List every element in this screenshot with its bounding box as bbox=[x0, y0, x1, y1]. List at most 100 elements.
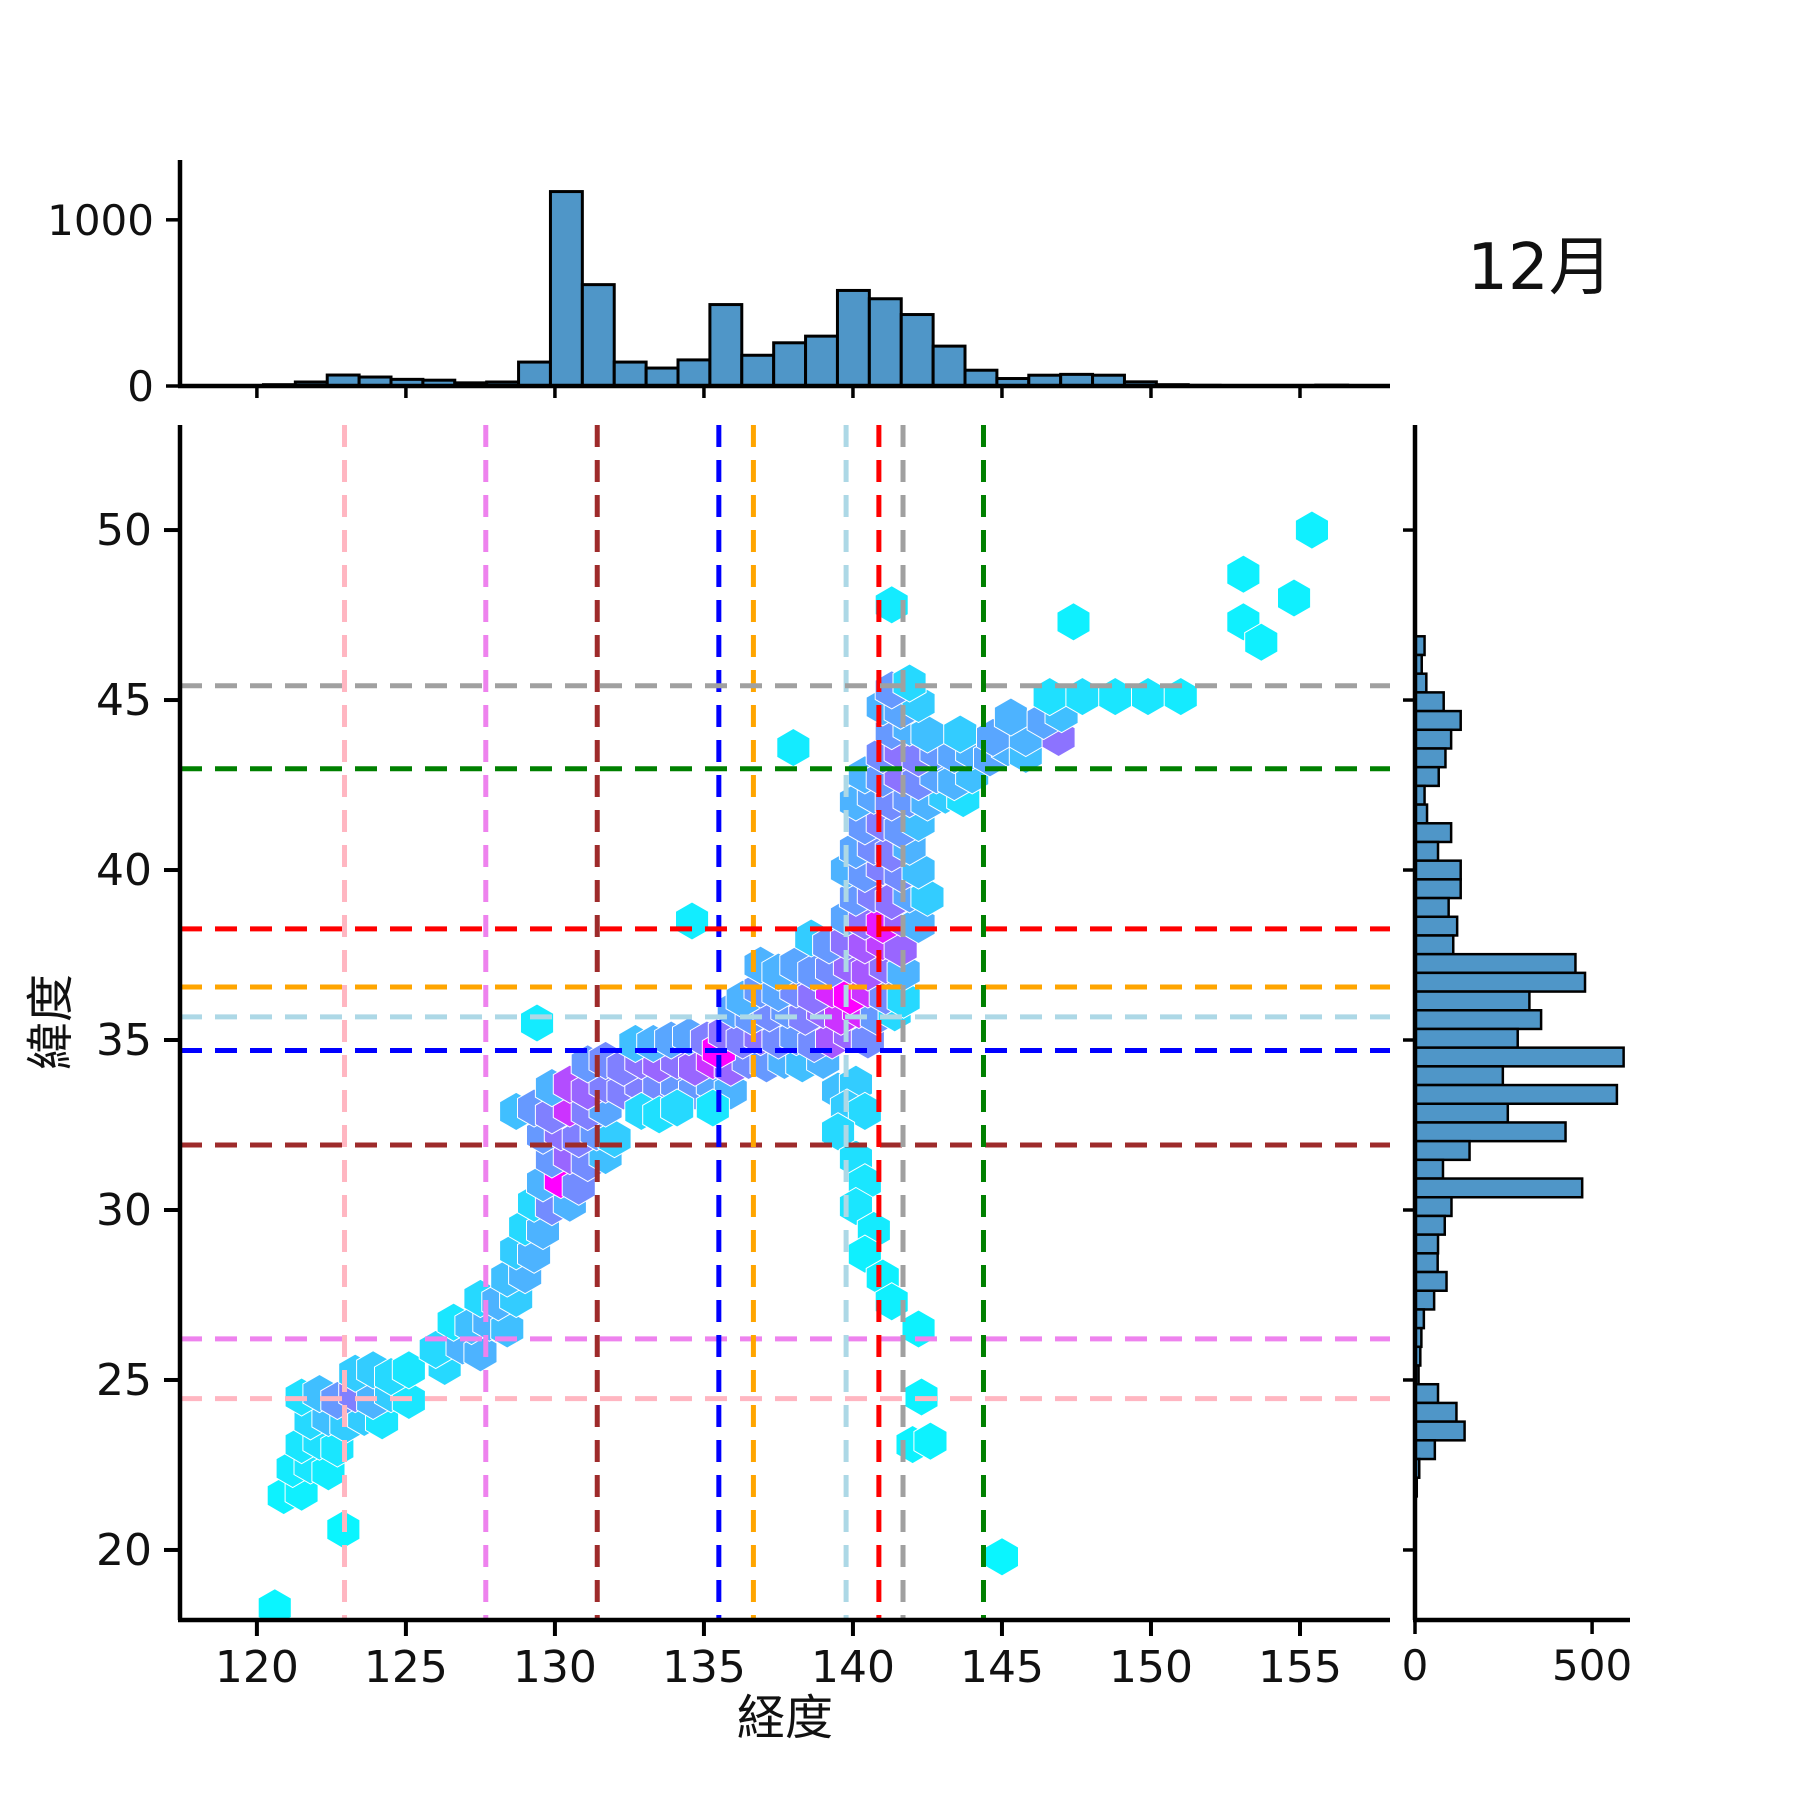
top-hist-bar bbox=[835, 288, 871, 388]
right-hist-bar bbox=[1413, 915, 1459, 937]
hexbin-cell bbox=[1277, 578, 1312, 618]
hexbin-cell bbox=[1244, 622, 1279, 662]
top-hist-bar bbox=[772, 341, 808, 388]
hexbin-cell bbox=[913, 1421, 948, 1461]
hexbin-cell bbox=[1056, 602, 1091, 642]
top-hist-bar bbox=[931, 344, 967, 388]
right-hist-bar bbox=[1413, 1233, 1440, 1255]
right-hist-bar bbox=[1413, 859, 1462, 881]
y-tick-label: 50 bbox=[96, 505, 152, 556]
right-hist-bar bbox=[1413, 691, 1445, 713]
top-hist-bar bbox=[867, 297, 903, 388]
right-hist-bar bbox=[1413, 1009, 1543, 1031]
right-hist-bar bbox=[1413, 728, 1453, 750]
x-tick-label: 140 bbox=[811, 1642, 895, 1693]
right-hist-tick-label: 0 bbox=[1402, 1641, 1429, 1690]
right-hist-bar bbox=[1413, 822, 1453, 844]
right-hist-bar bbox=[1413, 747, 1447, 769]
hexbin-cell bbox=[1163, 676, 1198, 717]
axis-ticks bbox=[164, 218, 1594, 1636]
y-tick-label: 20 bbox=[96, 1525, 152, 1576]
x-tick-label: 130 bbox=[513, 1642, 597, 1693]
top-hist-bar bbox=[548, 190, 584, 388]
right-hist-bar bbox=[1413, 934, 1455, 956]
top-hist-bar bbox=[676, 358, 712, 388]
top-hist-bar bbox=[963, 368, 999, 388]
top-hist-bar bbox=[708, 303, 744, 388]
top-hist-bar bbox=[644, 366, 680, 388]
top-hist-tick-label: 0 bbox=[127, 362, 154, 411]
right-hist-bar bbox=[1413, 765, 1440, 788]
top-hist-bar bbox=[612, 360, 648, 388]
right-hist-bar bbox=[1413, 1027, 1519, 1049]
top-histogram bbox=[261, 190, 1350, 388]
right-hist-bar bbox=[1413, 1102, 1510, 1124]
hexbin-cell bbox=[993, 697, 1028, 737]
right-hist-bar bbox=[1413, 1289, 1436, 1311]
axes-spines bbox=[177, 160, 1630, 1623]
right-hist-bar bbox=[1413, 971, 1587, 993]
hexbin-cell bbox=[660, 1088, 695, 1128]
right-hist-bar bbox=[1413, 1214, 1447, 1236]
right-hist-bar bbox=[1413, 1195, 1453, 1218]
right-hist-bar bbox=[1413, 709, 1462, 732]
right-hist-bar bbox=[1413, 896, 1450, 919]
right-hist-bar bbox=[1413, 1270, 1448, 1292]
right-hist-bar bbox=[1413, 1139, 1471, 1162]
hexbin-cell bbox=[1131, 676, 1165, 717]
y-tick-label: 35 bbox=[96, 1015, 152, 1066]
right-hist-bar bbox=[1413, 1177, 1584, 1199]
x-tick-label: 150 bbox=[1109, 1642, 1193, 1693]
right-hist-bar bbox=[1413, 1121, 1567, 1143]
right-histogram bbox=[1413, 635, 1625, 1498]
x-tick-label: 120 bbox=[215, 1642, 299, 1693]
right-hist-bar bbox=[1413, 1046, 1625, 1068]
right-hist-bar bbox=[1413, 1382, 1440, 1405]
right-hist-bar bbox=[1413, 1252, 1439, 1274]
hexbin-cell bbox=[874, 1282, 909, 1322]
y-tick-label: 25 bbox=[96, 1355, 152, 1406]
right-hist-bar bbox=[1413, 1439, 1437, 1461]
top-hist-bar bbox=[899, 313, 935, 388]
right-hist-bar bbox=[1413, 1420, 1466, 1442]
y-tick-label: 30 bbox=[96, 1185, 152, 1236]
top-hist-bar bbox=[517, 360, 552, 388]
hexbin-cell bbox=[901, 1309, 936, 1349]
reference-lines bbox=[180, 425, 1390, 1620]
x-axis-label: 経度 bbox=[736, 1690, 833, 1746]
right-hist-bar bbox=[1413, 840, 1440, 862]
top-hist-bar bbox=[580, 283, 616, 388]
hexbin-cell bbox=[257, 1588, 292, 1620]
hexbin-cell bbox=[1294, 510, 1329, 550]
y-axis-label: 緯度 bbox=[23, 973, 79, 1071]
right-hist-bar bbox=[1413, 878, 1462, 900]
right-hist-bar bbox=[1413, 1083, 1619, 1106]
x-tick-label: 125 bbox=[364, 1642, 448, 1693]
x-tick-label: 135 bbox=[662, 1642, 746, 1693]
right-hist-bar bbox=[1413, 952, 1577, 975]
right-hist-bar bbox=[1413, 1401, 1458, 1423]
right-hist-bar bbox=[1413, 1158, 1445, 1180]
hexbin-cell bbox=[675, 901, 710, 941]
x-tick-label: 145 bbox=[960, 1642, 1044, 1693]
hexbin-cell bbox=[984, 1537, 1019, 1577]
top-hist-bar bbox=[740, 353, 776, 388]
hexbin-cell bbox=[776, 727, 811, 768]
hexbin-cell bbox=[874, 585, 909, 625]
right-hist-bar bbox=[1413, 990, 1531, 1012]
y-tick-label: 45 bbox=[96, 675, 152, 726]
right-hist-tick-label: 500 bbox=[1552, 1641, 1632, 1690]
tick-labels: 120 125 130 135 140 145 150 1552025303540455001… bbox=[47, 196, 1632, 1693]
hexbin-cell bbox=[520, 1003, 555, 1043]
hexbin-cell bbox=[1226, 554, 1261, 594]
figure-title: 12月 bbox=[1467, 231, 1613, 305]
y-tick-label: 40 bbox=[96, 845, 152, 896]
x-tick-label: 155 bbox=[1258, 1642, 1342, 1693]
top-hist-tick-label: 1000 bbox=[47, 196, 154, 245]
hexbin-cell bbox=[1098, 676, 1133, 717]
right-hist-bar bbox=[1413, 1065, 1505, 1087]
top-hist-bar bbox=[804, 334, 839, 388]
hexbin-cell bbox=[943, 714, 978, 754]
